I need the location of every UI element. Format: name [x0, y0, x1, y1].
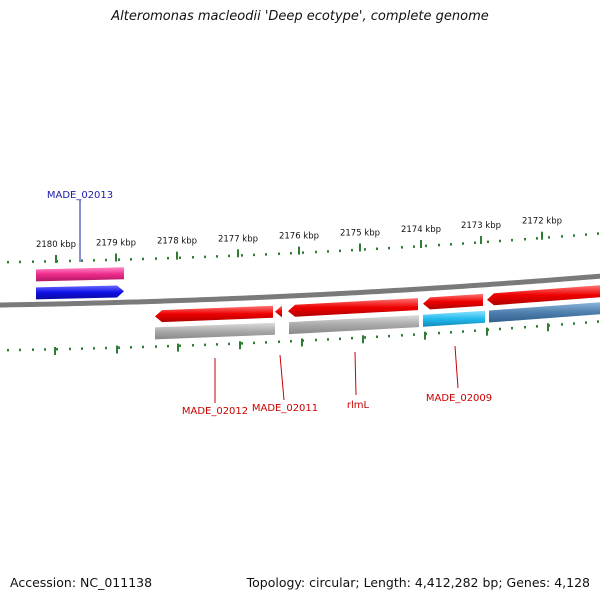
- scale-label: 2178 kbp: [157, 237, 197, 247]
- topology-text: Topology: circular; Length: 4,412,282 bp…: [246, 575, 590, 590]
- scale-label: 2173 kbp: [461, 221, 501, 231]
- gene-label: rlmL: [347, 400, 370, 411]
- feature-pink: [36, 267, 124, 282]
- feature-rlml: [288, 298, 418, 317]
- figure-title: Alteromonas macleodii 'Deep ecotype', co…: [111, 9, 489, 24]
- scale-label: 2179 kbp: [96, 239, 136, 249]
- cds-steel: [489, 302, 600, 323]
- cds-cyan: [423, 310, 485, 327]
- gene-label: MADE_02009: [426, 393, 492, 404]
- gene-label: MADE_02012: [182, 406, 248, 417]
- leader-line: [454, 345, 459, 389]
- cds-gray-2: [289, 315, 419, 335]
- scale-label: 2177 kbp: [218, 234, 258, 244]
- scale-label: 2174 kbp: [401, 225, 441, 235]
- scale-label: 2175 kbp: [340, 228, 380, 238]
- leader-line: [279, 354, 285, 401]
- feature-made-02009: [423, 293, 483, 310]
- feature-red-right: [487, 285, 600, 306]
- feature-blue: [36, 285, 124, 300]
- genome-backbone: [0, 273, 600, 308]
- leader-line: [354, 351, 357, 396]
- gene-label: MADE_02011: [252, 403, 318, 414]
- feature-made-02011: [275, 305, 282, 318]
- scale-label: 2180 kbp: [36, 240, 76, 250]
- scale-label: 2176 kbp: [279, 232, 319, 242]
- feature-made-02012: [155, 305, 273, 323]
- scale-label: 2172 kbp: [522, 217, 562, 227]
- gene-label: MADE_02013: [47, 190, 113, 201]
- accession-text: Accession: NC_011138: [10, 575, 153, 590]
- cds-gray-1: [155, 322, 275, 340]
